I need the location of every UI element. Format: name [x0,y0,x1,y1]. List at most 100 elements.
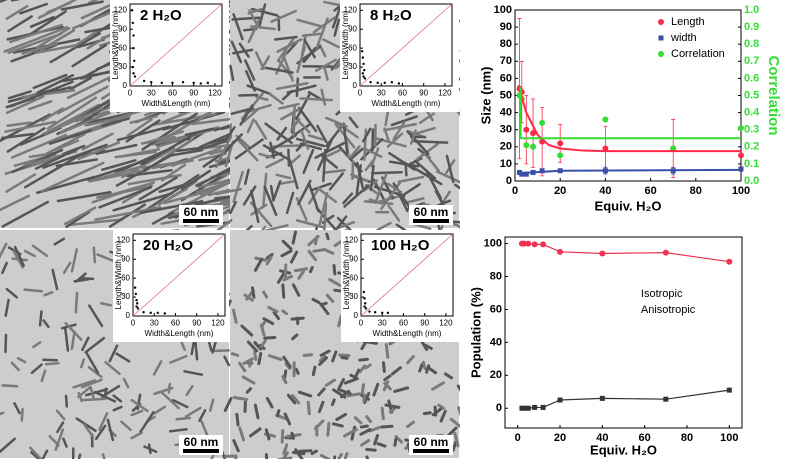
data-point [539,168,545,174]
nanorod [340,355,349,360]
nanorod [45,132,86,156]
nanorod [112,394,123,403]
nanorod [157,187,188,206]
nanorod [28,151,56,159]
nanorod [169,354,188,364]
nanorod [0,194,30,212]
nanorod [20,88,76,99]
x-tick-label: 30 [377,88,386,97]
nanorod [402,183,421,197]
y-tick-label: 120 [345,235,359,244]
data-point [738,166,744,172]
y-tick-label: 0 [506,175,512,187]
nanorod [264,66,294,74]
data-point [364,302,367,305]
nanorod [30,451,41,459]
legend-label: Length [671,16,705,28]
nanorod [456,384,460,392]
data-point [363,77,367,80]
nanorod [81,336,90,352]
nanorod [239,104,254,126]
nanorod [322,148,327,183]
nanorod [368,198,383,205]
nanorod [388,406,397,414]
data-point [156,311,159,315]
x-tick-label: 120 [438,88,452,97]
fit-line [518,168,742,175]
nanorod [406,420,416,429]
x-tick-label: 20 [554,185,566,197]
y-tick-label: 10 [500,158,512,170]
nanorod [457,406,460,417]
x-axis-label: Equiv. H₂O [590,442,657,457]
nanorod [246,118,255,134]
nanorod [250,203,268,216]
nanorod [10,43,57,63]
nanorod [19,2,48,15]
nanorod [297,269,305,280]
nanorod [279,180,295,185]
nanorod [412,166,443,186]
nanorod [306,400,311,416]
nanorod [325,232,330,241]
nanorod [73,28,101,48]
nanorod [425,154,440,172]
y-tick-label: 120 [114,5,128,14]
nanorod [40,161,105,193]
nanorod [358,357,369,362]
nanorod [184,406,202,418]
y-tick-label: 0 [353,81,358,90]
nanorod [87,0,99,5]
nanorod [291,333,299,341]
nanorod [281,89,294,101]
nanorod [32,341,42,349]
nanorod [317,387,326,397]
nanorod [273,35,298,41]
nanorod [421,360,427,371]
data-point [602,116,609,123]
data-point [171,81,174,85]
y-tick-label: 40 [500,107,512,119]
nanorod [376,442,387,448]
nanorod [0,132,35,140]
nanorod [259,339,267,349]
nanorod [268,92,284,105]
nanorod [297,106,318,133]
x-axis-label: Width&Length (nm) [142,99,211,108]
data-point [383,81,386,85]
nanorod [238,42,250,58]
data-point [386,311,390,315]
y-tick-label: 120 [117,235,131,244]
nanorod [175,416,191,421]
nanorod [10,361,20,372]
nanorod [82,423,95,439]
data-point [373,311,377,314]
nanorod [386,182,403,194]
fit-line [519,86,741,140]
nanorod [355,161,364,189]
nanorod [56,85,109,115]
nanorod [80,358,86,369]
nanorod [84,350,100,374]
x-tick-label: 120 [208,88,222,97]
diagonal [132,233,226,317]
nanorod [286,393,297,405]
y-tick-label: 30 [349,292,358,301]
nanorod [364,159,375,172]
nanorod [200,420,209,436]
nanorod [1,261,8,275]
nanorod [46,96,98,130]
nanorod [418,112,435,124]
data-point [134,292,138,296]
nanorod [311,297,321,304]
nanorod [62,437,68,448]
nanorod [276,126,288,141]
nanorod [64,322,83,341]
nanorod [302,46,317,64]
y2-tick-label: 0.5 [744,89,759,101]
data-point [199,82,202,85]
data-point [362,290,366,294]
nanorod [75,272,87,283]
nanorod [282,443,289,455]
nanorod [376,221,392,232]
